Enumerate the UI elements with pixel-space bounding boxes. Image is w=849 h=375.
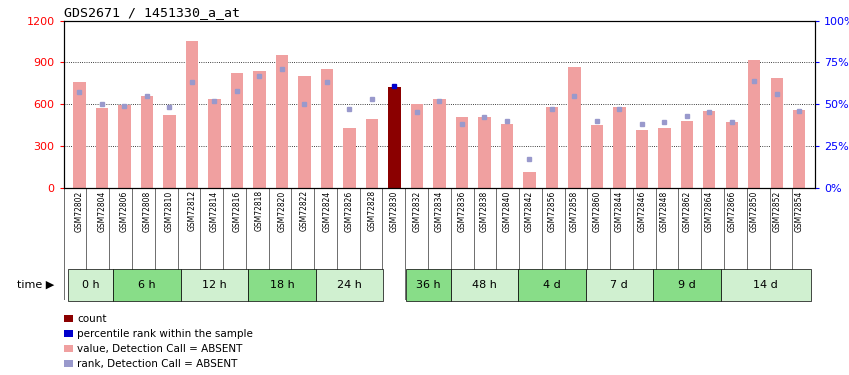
Bar bbox=[681, 121, 693, 188]
Text: value, Detection Call = ABSENT: value, Detection Call = ABSENT bbox=[77, 344, 243, 354]
Bar bbox=[68, 269, 113, 301]
Text: 36 h: 36 h bbox=[416, 280, 441, 290]
Text: 0 h: 0 h bbox=[82, 280, 99, 290]
Bar bbox=[248, 269, 316, 301]
Bar bbox=[703, 111, 716, 188]
Bar bbox=[636, 130, 648, 188]
Text: 7 d: 7 d bbox=[610, 280, 628, 290]
Bar bbox=[366, 119, 378, 188]
Bar bbox=[231, 74, 243, 188]
Bar bbox=[726, 122, 738, 188]
Text: 9 d: 9 d bbox=[678, 280, 695, 290]
Bar bbox=[96, 108, 108, 188]
Bar bbox=[568, 66, 581, 188]
Text: count: count bbox=[77, 314, 107, 324]
Text: 4 d: 4 d bbox=[543, 280, 560, 290]
Bar bbox=[64, 315, 73, 322]
Bar bbox=[748, 60, 761, 188]
Bar bbox=[163, 115, 176, 188]
Bar bbox=[771, 78, 783, 188]
Bar bbox=[591, 125, 603, 188]
Bar bbox=[64, 360, 73, 368]
Bar bbox=[546, 107, 558, 188]
Bar bbox=[523, 172, 536, 188]
Bar bbox=[411, 104, 423, 188]
Bar bbox=[298, 76, 311, 188]
Text: time ▶: time ▶ bbox=[17, 280, 54, 290]
Bar bbox=[406, 269, 451, 301]
Bar bbox=[141, 96, 153, 188]
Bar bbox=[501, 123, 513, 188]
Text: 18 h: 18 h bbox=[269, 280, 295, 290]
Bar bbox=[343, 128, 356, 188]
Bar bbox=[793, 110, 806, 188]
Bar bbox=[118, 105, 131, 188]
Bar bbox=[113, 269, 181, 301]
Bar bbox=[478, 117, 491, 188]
Bar bbox=[586, 269, 653, 301]
Bar bbox=[64, 345, 73, 352]
Bar bbox=[276, 56, 288, 188]
Bar bbox=[321, 69, 333, 188]
Text: 12 h: 12 h bbox=[202, 280, 227, 290]
Bar bbox=[64, 330, 73, 338]
Bar bbox=[316, 269, 383, 301]
Bar bbox=[721, 269, 811, 301]
Text: 14 d: 14 d bbox=[753, 280, 778, 290]
Bar bbox=[433, 99, 446, 188]
Bar bbox=[73, 82, 86, 188]
Bar bbox=[451, 269, 518, 301]
Text: 48 h: 48 h bbox=[472, 280, 497, 290]
Bar bbox=[208, 99, 221, 188]
Bar bbox=[518, 269, 586, 301]
Text: percentile rank within the sample: percentile rank within the sample bbox=[77, 329, 253, 339]
Bar bbox=[653, 269, 721, 301]
Text: 24 h: 24 h bbox=[337, 280, 362, 290]
Bar bbox=[658, 128, 671, 188]
Bar bbox=[186, 42, 198, 188]
Bar bbox=[388, 87, 401, 188]
Text: rank, Detection Call = ABSENT: rank, Detection Call = ABSENT bbox=[77, 359, 238, 369]
Text: 6 h: 6 h bbox=[138, 280, 155, 290]
Bar bbox=[456, 117, 468, 188]
Bar bbox=[181, 269, 248, 301]
Text: GDS2671 / 1451330_a_at: GDS2671 / 1451330_a_at bbox=[64, 6, 239, 20]
Bar bbox=[613, 107, 626, 188]
Bar bbox=[253, 70, 266, 188]
